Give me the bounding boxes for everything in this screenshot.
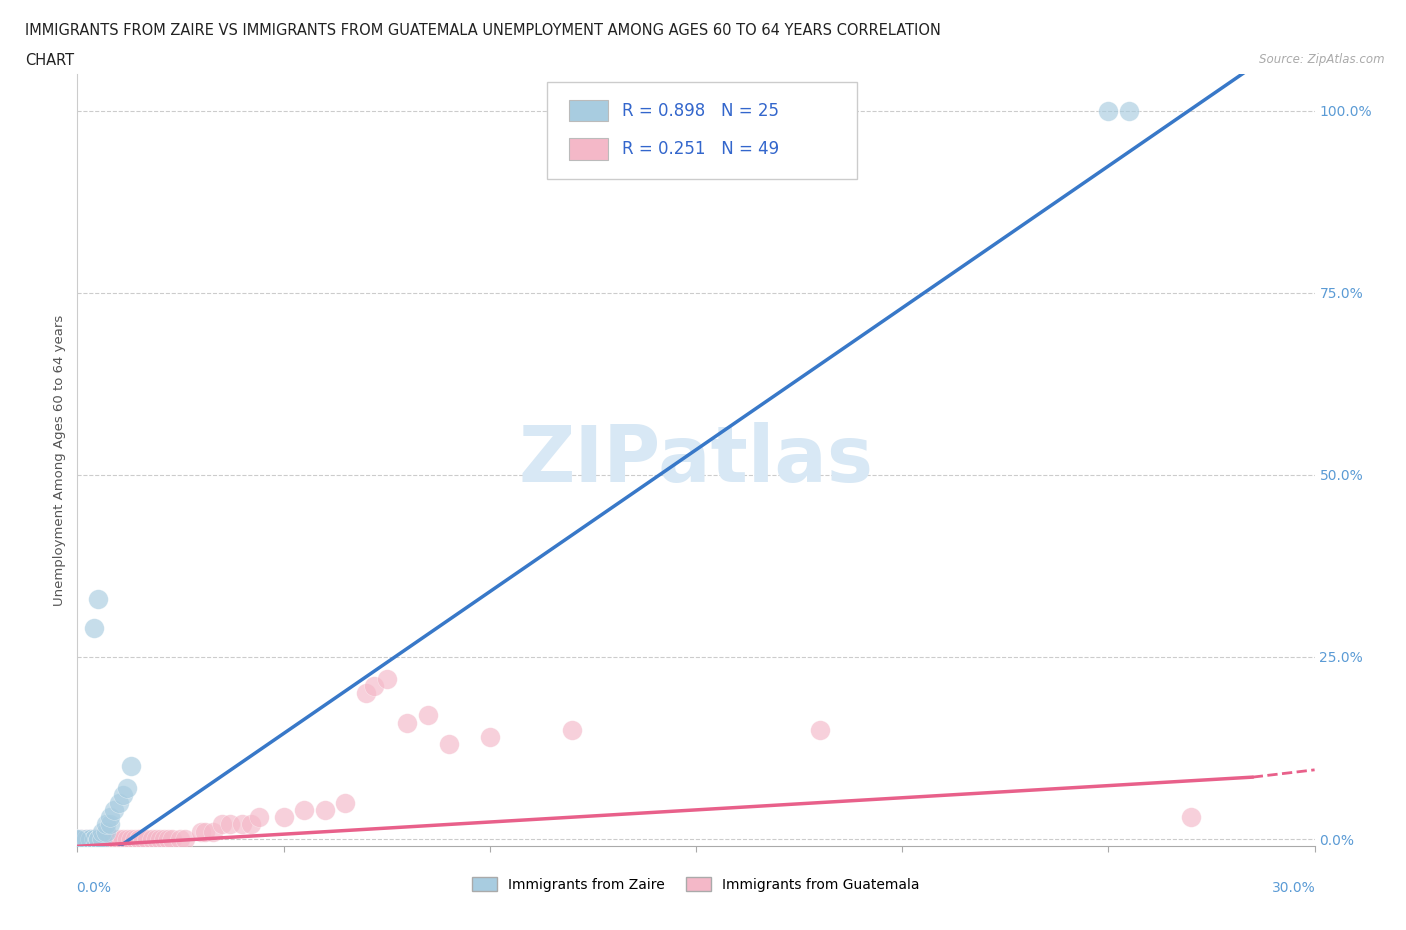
- Point: [292, 803, 315, 817]
- Point: [194, 824, 217, 839]
- Point: [132, 831, 155, 846]
- Text: Source: ZipAtlas.com: Source: ZipAtlas.com: [1260, 53, 1385, 66]
- Point: [98, 810, 121, 825]
- Point: [190, 824, 212, 839]
- Point: [96, 817, 118, 832]
- Legend: Immigrants from Zaire, Immigrants from Guatemala: Immigrants from Zaire, Immigrants from G…: [467, 871, 925, 897]
- Point: [75, 831, 97, 846]
- Point: [87, 831, 110, 846]
- Point: [1118, 103, 1140, 118]
- Text: 0.0%: 0.0%: [76, 881, 111, 895]
- Point: [1180, 810, 1202, 825]
- Point: [396, 715, 419, 730]
- Point: [169, 831, 191, 846]
- Point: [354, 686, 377, 701]
- Point: [96, 824, 118, 839]
- FancyBboxPatch shape: [547, 82, 856, 179]
- Point: [91, 824, 114, 839]
- Point: [103, 803, 125, 817]
- Text: 30.0%: 30.0%: [1272, 881, 1316, 895]
- Point: [437, 737, 460, 751]
- Point: [808, 723, 831, 737]
- Point: [83, 831, 105, 846]
- Point: [211, 817, 233, 832]
- Point: [98, 817, 121, 832]
- Point: [70, 831, 93, 846]
- Text: R = 0.251   N = 49: R = 0.251 N = 49: [621, 140, 779, 158]
- Point: [173, 831, 195, 846]
- Point: [273, 810, 295, 825]
- Point: [120, 831, 142, 846]
- Point: [87, 591, 110, 606]
- Point: [111, 831, 134, 846]
- Point: [91, 831, 114, 846]
- Point: [128, 831, 150, 846]
- Point: [561, 723, 583, 737]
- Bar: [568, 100, 609, 122]
- Point: [83, 831, 105, 846]
- Point: [145, 831, 167, 846]
- Point: [87, 831, 110, 846]
- Point: [247, 810, 270, 825]
- Point: [157, 831, 180, 846]
- Point: [219, 817, 242, 832]
- Point: [83, 620, 105, 635]
- Point: [416, 708, 439, 723]
- Point: [87, 831, 110, 846]
- Point: [239, 817, 262, 832]
- Point: [66, 831, 89, 846]
- Point: [1097, 103, 1119, 118]
- Y-axis label: Unemployment Among Ages 60 to 64 years: Unemployment Among Ages 60 to 64 years: [53, 314, 66, 606]
- Point: [375, 671, 398, 686]
- Point: [107, 795, 129, 810]
- Point: [160, 831, 183, 846]
- Point: [66, 831, 89, 846]
- Bar: [568, 139, 609, 160]
- Point: [149, 831, 172, 846]
- Point: [96, 831, 118, 846]
- Point: [98, 831, 121, 846]
- Point: [478, 730, 501, 745]
- Point: [107, 831, 129, 846]
- Point: [115, 831, 138, 846]
- Point: [202, 824, 225, 839]
- Point: [115, 780, 138, 795]
- Point: [335, 795, 357, 810]
- Text: CHART: CHART: [25, 53, 75, 68]
- Text: IMMIGRANTS FROM ZAIRE VS IMMIGRANTS FROM GUATEMALA UNEMPLOYMENT AMONG AGES 60 TO: IMMIGRANTS FROM ZAIRE VS IMMIGRANTS FROM…: [25, 23, 941, 38]
- Text: R = 0.898   N = 25: R = 0.898 N = 25: [621, 101, 779, 120]
- Point: [66, 831, 89, 846]
- Point: [91, 831, 114, 846]
- Text: ZIPatlas: ZIPatlas: [519, 422, 873, 498]
- Point: [231, 817, 253, 832]
- Point: [120, 759, 142, 774]
- Point: [141, 831, 163, 846]
- Point: [83, 831, 105, 846]
- Point: [75, 831, 97, 846]
- Point: [136, 831, 159, 846]
- Point: [128, 831, 150, 846]
- Point: [124, 831, 146, 846]
- Point: [363, 679, 385, 694]
- Point: [79, 831, 101, 846]
- Point: [153, 831, 176, 846]
- Point: [79, 831, 101, 846]
- Point: [70, 831, 93, 846]
- Point: [314, 803, 336, 817]
- Point: [103, 831, 125, 846]
- Point: [111, 788, 134, 803]
- Point: [79, 831, 101, 846]
